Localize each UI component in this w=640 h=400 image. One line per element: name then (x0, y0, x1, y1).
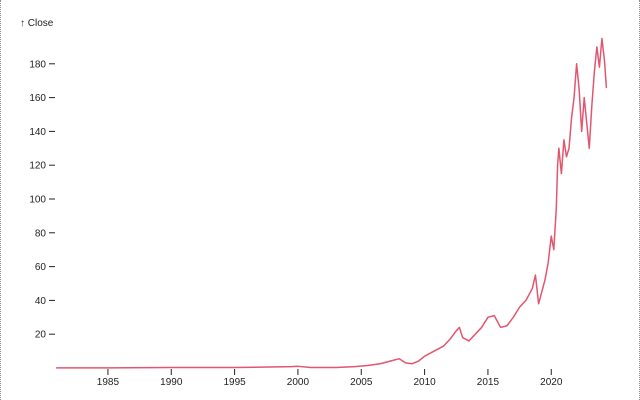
x-axis: 1985 1990 1995 2000 2005 2010 2015 2020 (97, 369, 563, 388)
y-axis-title: ↑ Close (20, 18, 54, 29)
y-axis: 20 40 60 80 100 120 140 160 180 (29, 59, 55, 341)
x-tick-label: 2005 (350, 377, 373, 388)
y-tick-label: 60 (35, 262, 47, 273)
close-price-line (55, 37, 608, 369)
y-tick-label: 140 (29, 127, 46, 138)
y-tick-label: 180 (29, 59, 46, 70)
x-tick-label: 2015 (477, 377, 500, 388)
y-tick-label: 120 (29, 161, 46, 172)
y-tick-label: 160 (29, 93, 46, 104)
y-tick-label: 80 (35, 228, 47, 239)
y-tick-label: 20 (35, 330, 47, 341)
x-tick-label: 1995 (223, 377, 246, 388)
x-tick-label: 2020 (540, 377, 563, 388)
x-tick-label: 1985 (97, 377, 120, 388)
y-tick-label: 40 (35, 296, 47, 307)
x-tick-label: 2010 (413, 377, 436, 388)
x-tick-label: 1990 (160, 377, 183, 388)
x-tick-label: 2000 (287, 377, 310, 388)
y-tick-label: 100 (29, 195, 46, 206)
